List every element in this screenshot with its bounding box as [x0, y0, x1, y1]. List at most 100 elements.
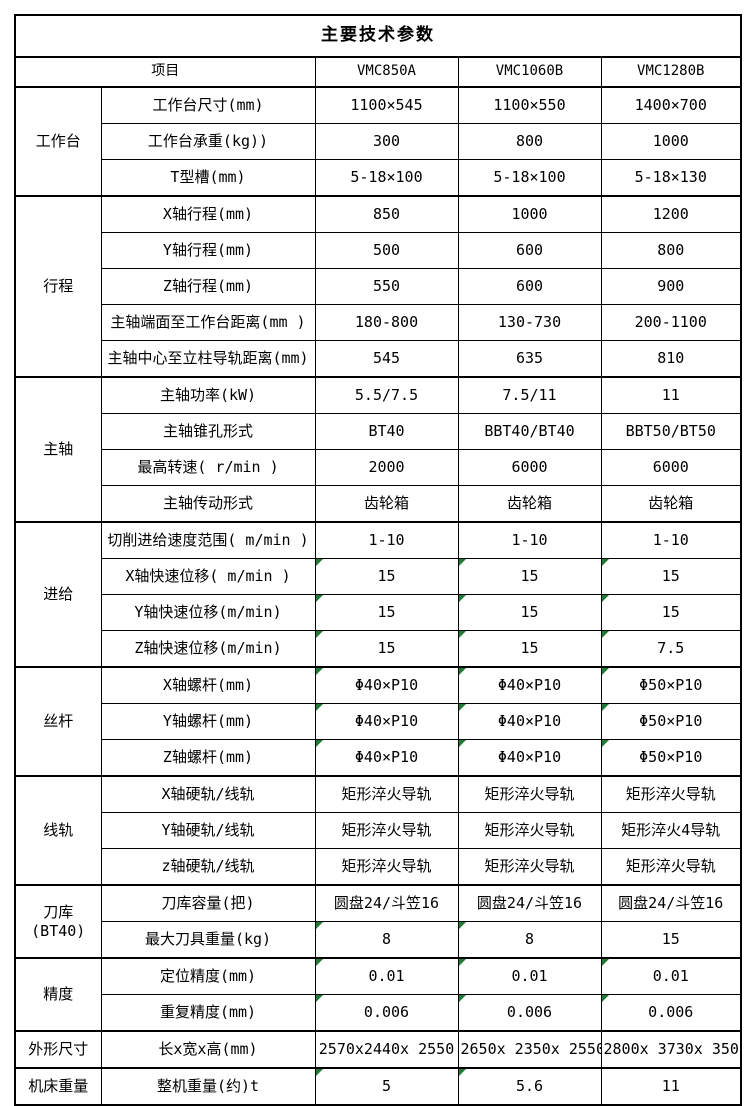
spec-label-cell: X轴快速位移( m/min ) [100, 558, 316, 595]
spec-row: 主轴中心至立柱导轨距离(mm) 545 635 810 [15, 340, 742, 378]
spec-label-cell: 最高转速( r/min ) [100, 449, 316, 486]
green-corner-marker-icon [602, 595, 609, 602]
spec-value-text: 1-10 [652, 531, 689, 550]
spec-value-cell: 0.006 [600, 994, 742, 1032]
spec-value-cell: 11 [600, 1067, 742, 1106]
spec-value-text: Φ40×P10 [497, 748, 562, 767]
spec-value-cell: 矩形淬火导轨 [314, 848, 459, 886]
spec-value-text: 矩形淬火导轨 [341, 821, 432, 840]
header-item-cell: 项目 [14, 56, 316, 88]
green-corner-marker-icon [316, 922, 323, 929]
green-corner-marker-icon [459, 704, 466, 711]
green-corner-marker-icon [459, 559, 466, 566]
green-corner-marker-icon [602, 704, 609, 711]
green-corner-marker-icon [316, 559, 323, 566]
green-corner-marker-icon [459, 631, 466, 638]
spec-value-text: Φ40×P10 [354, 748, 419, 767]
header-model-vmc1280b: VMC1280B [600, 56, 742, 88]
spec-row: 主轴端面至工作台距离(mm ) 180-800 130-730 200-1100 [15, 304, 742, 341]
spec-value-text: 7.5/11 [502, 386, 557, 405]
spec-value-cell: 1100×550 [457, 86, 602, 124]
spec-value-text: 5-18×100 [350, 168, 423, 187]
spec-value-text: 1000 [511, 205, 548, 224]
header-model-vmc1060b: VMC1060B [457, 56, 602, 88]
spec-value-text: 635 [515, 349, 544, 368]
spec-value-cell: Φ40×P10 [457, 666, 602, 704]
spec-value-text: Φ40×P10 [354, 676, 419, 695]
spec-value-cell: 550 [314, 268, 459, 305]
spec-value-text: 550 [372, 277, 401, 296]
spec-value-text: 6000 [652, 458, 689, 477]
spec-row: 工作台承重(kg)) 300 800 1000 [15, 123, 742, 160]
spec-value-cell: 0.01 [314, 957, 459, 995]
green-corner-marker-icon [459, 668, 466, 675]
spec-value-text: 0.01 [368, 967, 405, 986]
spec-value-text: 15 [661, 567, 680, 586]
spec-value-cell: Φ40×P10 [314, 703, 459, 740]
spec-value-cell: 圆盘24/斗笠16 [314, 884, 459, 922]
spec-value-text: 5-18×100 [493, 168, 566, 187]
spec-value-cell: 200-1100 [600, 304, 742, 341]
spec-value-cell: 1000 [600, 123, 742, 160]
spec-value-text: 7.5 [657, 639, 685, 658]
spec-row: X轴快速位移( m/min ) 15 15 15 [15, 558, 742, 595]
spec-value-cell: 5-18×100 [457, 159, 602, 197]
spec-value-cell: 15 [314, 558, 459, 595]
spec-row: Y轴行程(mm) 500 600 800 [15, 232, 742, 269]
spec-value-text: 130-730 [497, 313, 562, 332]
specs-table: 主要技术参数 项目 VMC850A VMC1060B VMC1280B 工作台工… [14, 14, 742, 1106]
spec-value-cell: 齿轮箱 [457, 485, 602, 523]
spec-value-cell: 5 [314, 1067, 459, 1106]
spec-row: 主轴 主轴功率(kW) 5.5/7.5 7.5/11 11 [14, 376, 742, 523]
header-model-vmc850a: VMC850A [314, 56, 459, 88]
spec-value-cell: 0.006 [457, 994, 602, 1032]
spec-value-text: 1200 [652, 205, 689, 224]
spec-label-cell: 刀库容量(把) [100, 884, 316, 922]
spec-value-text: 600 [515, 277, 544, 296]
spec-value-text: 300 [372, 132, 401, 151]
green-corner-marker-icon [602, 631, 609, 638]
spec-value-text: 15 [377, 639, 396, 658]
spec-value-text: Φ40×P10 [497, 712, 562, 731]
spec-row: Z轴快速位移(m/min) 15 15 7.5 [15, 630, 742, 668]
spec-row: 线轨 X轴硬轨/线轨 矩形淬火导轨 矩形淬火导轨 矩形淬火导轨 [14, 775, 742, 886]
spec-row: 刀库 (BT40) 刀库容量(把) 圆盘24/斗笠16 圆盘24/斗笠16 圆盘24/斗… [14, 884, 742, 959]
spec-value-text: 800 [657, 241, 685, 260]
spec-label-cell: Z轴螺杆(mm) [100, 739, 316, 777]
spec-value-cell: 1100×545 [314, 86, 459, 124]
spec-value-cell: 2570x2440x 2550 [314, 1030, 459, 1069]
spec-label-cell: Y轴行程(mm) [100, 232, 316, 269]
green-corner-marker-icon [316, 704, 323, 711]
spec-value-text: 矩形淬火导轨 [484, 785, 575, 804]
spec-value-text: 圆盘24/斗笠16 [618, 894, 724, 913]
spec-value-text: 0.01 [652, 967, 689, 986]
spec-label-cell: X轴螺杆(mm) [100, 666, 316, 704]
spec-row: 进给 切削进给速度范围( m/min ) 1-10 1-10 1-10 [14, 521, 742, 668]
spec-value-text: 15 [520, 639, 539, 658]
spec-value-cell: 5-18×100 [314, 159, 459, 197]
spec-value-cell: 11 [600, 376, 742, 414]
spec-value-text: 900 [657, 277, 685, 296]
spec-value-cell: 圆盘24/斗笠16 [600, 884, 742, 922]
spec-value-cell: 800 [457, 123, 602, 160]
spec-value-cell: 8 [314, 921, 459, 959]
spec-value-cell: Φ40×P10 [314, 666, 459, 704]
spec-value-cell: Φ40×P10 [457, 739, 602, 777]
spec-row: 最高转速( r/min ) 2000 6000 6000 [15, 449, 742, 486]
spec-value-text: 1-10 [511, 531, 548, 550]
spec-value-cell: 15 [457, 558, 602, 595]
spec-value-cell: 0.01 [457, 957, 602, 995]
spec-label-cell: 整机重量(约)t [100, 1067, 316, 1106]
spec-label-cell: Y轴螺杆(mm) [100, 703, 316, 740]
spec-label-cell: T型槽(mm) [100, 159, 316, 197]
spec-value-text: 800 [515, 132, 544, 151]
spec-value-cell: 8 [457, 921, 602, 959]
spec-value-cell: Φ50×P10 [600, 703, 742, 740]
spec-value-cell: 600 [457, 268, 602, 305]
header-row: 项目 VMC850A VMC1060B VMC1280B [14, 56, 742, 88]
spec-value-text: 15 [661, 603, 680, 622]
spec-value-cell: 7.5/11 [457, 376, 602, 414]
spec-value-text: 15 [520, 567, 539, 586]
green-corner-marker-icon [602, 995, 609, 1002]
spec-value-cell: BT40 [314, 413, 459, 450]
